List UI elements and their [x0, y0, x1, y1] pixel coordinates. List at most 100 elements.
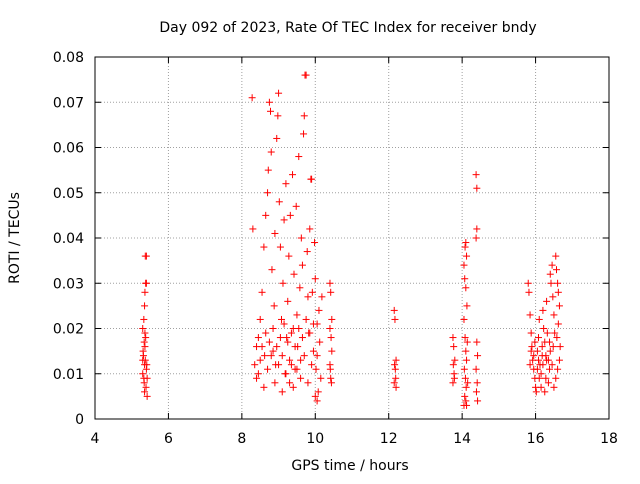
- data-point: [278, 315, 286, 323]
- data-point: [141, 329, 149, 337]
- data-point: [251, 361, 259, 369]
- data-point: [556, 343, 564, 351]
- data-point: [449, 361, 457, 369]
- data-point: [268, 266, 276, 274]
- data-point: [473, 225, 481, 233]
- data-point: [300, 352, 308, 360]
- data-point: [315, 306, 323, 314]
- data-point: [312, 365, 320, 373]
- data-point: [327, 374, 335, 382]
- data-point: [463, 401, 471, 409]
- data-point: [280, 216, 288, 224]
- data-point: [143, 374, 151, 382]
- y-tick-label: 0.08: [53, 50, 84, 66]
- data-point: [535, 356, 543, 364]
- data-point: [302, 71, 310, 79]
- data-point: [530, 352, 538, 360]
- data-point: [391, 361, 399, 369]
- y-axis-ticks: 0 0.01 0.02 0.03 0.04 0.05 0.06 0.07 0.08: [53, 50, 609, 428]
- data-point: [462, 347, 470, 355]
- data-point: [265, 98, 273, 106]
- data-point: [287, 329, 295, 337]
- data-point: [262, 329, 270, 337]
- data-point: [318, 293, 326, 301]
- data-point: [297, 374, 305, 382]
- data-point: [554, 320, 562, 328]
- data-point: [542, 352, 550, 360]
- data-point: [546, 365, 554, 373]
- data-point: [280, 320, 288, 328]
- data-point: [317, 374, 325, 382]
- data-point: [141, 288, 149, 296]
- data-points: [139, 71, 564, 409]
- data-point: [554, 279, 562, 287]
- data-point: [139, 325, 147, 332]
- data-point: [282, 370, 290, 378]
- y-tick-label: 0.04: [53, 231, 84, 247]
- data-point: [276, 243, 284, 251]
- chart-title: Day 092 of 2023, Rate Of TEC Index for r…: [159, 20, 536, 36]
- data-point: [550, 311, 558, 319]
- data-point: [267, 352, 275, 360]
- data-point: [543, 356, 551, 364]
- data-point: [526, 311, 534, 319]
- data-point: [264, 365, 272, 373]
- data-point: [308, 361, 316, 369]
- y-tick-label: 0.07: [53, 95, 84, 111]
- data-point: [306, 329, 314, 337]
- data-point: [286, 356, 294, 364]
- data-point: [261, 352, 269, 360]
- data-point: [549, 343, 557, 351]
- data-point: [392, 356, 400, 364]
- data-point: [327, 288, 335, 296]
- data-point: [285, 252, 293, 260]
- data-point: [297, 234, 305, 242]
- data-point: [328, 315, 336, 323]
- data-point: [463, 356, 471, 364]
- data-point: [267, 148, 275, 156]
- data-point: [451, 356, 459, 364]
- data-point: [311, 239, 319, 247]
- data-point: [533, 347, 541, 355]
- data-point: [461, 374, 469, 382]
- data-point: [270, 302, 278, 310]
- data-point: [269, 325, 277, 332]
- data-point: [295, 325, 303, 332]
- data-point: [328, 347, 336, 355]
- data-point: [460, 315, 468, 323]
- data-point: [300, 130, 308, 138]
- data-point: [283, 334, 291, 342]
- data-point: [256, 356, 264, 364]
- data-point: [326, 325, 334, 332]
- data-point: [287, 361, 295, 369]
- data-point: [463, 302, 471, 310]
- data-point: [449, 334, 457, 342]
- data-point: [392, 374, 400, 382]
- data-point: [296, 284, 304, 292]
- data-point: [539, 361, 547, 369]
- data-point: [140, 315, 148, 323]
- data-point: [266, 107, 274, 115]
- data-point: [293, 311, 301, 319]
- data-point: [316, 338, 324, 346]
- data-point: [269, 347, 277, 355]
- data-point: [526, 361, 534, 369]
- data-point: [462, 239, 470, 247]
- data-point: [260, 383, 268, 391]
- data-point: [460, 365, 468, 373]
- data-point: [462, 383, 470, 391]
- data-point: [275, 89, 283, 97]
- x-tick-label: 4: [91, 431, 100, 447]
- data-point: [550, 383, 558, 391]
- data-point: [271, 229, 279, 237]
- data-point: [293, 365, 301, 373]
- data-point: [462, 397, 470, 405]
- data-point: [463, 338, 471, 346]
- data-point: [273, 343, 281, 351]
- data-point: [258, 288, 266, 296]
- data-point: [286, 379, 294, 387]
- data-point: [527, 329, 535, 337]
- data-point: [275, 361, 283, 369]
- data-point: [286, 211, 294, 219]
